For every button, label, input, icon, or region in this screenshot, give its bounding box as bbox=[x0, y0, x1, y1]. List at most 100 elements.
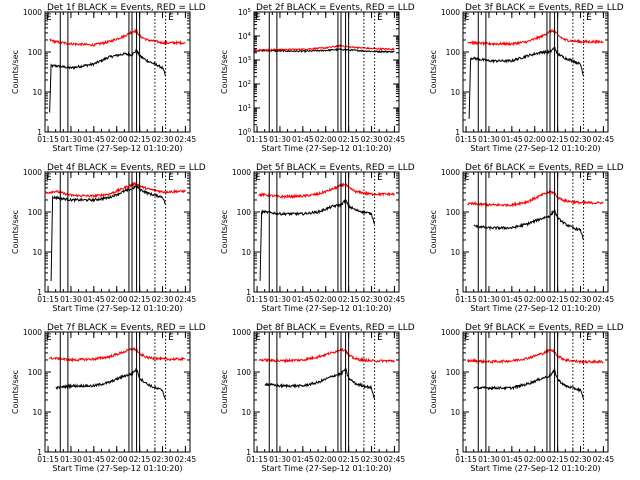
panel-det-5f: Det 5f BLACK = Events, RED = LLD 1 10 100 10… bbox=[220, 163, 415, 313]
x-axis-label: Start Time (27-Sep-12 01:10:20) bbox=[470, 464, 600, 473]
interval-marker-label: E bbox=[46, 333, 52, 343]
series-events bbox=[49, 48, 167, 113]
x-tick-label: 01:15 bbox=[37, 295, 59, 304]
panel-title: Det 2f BLACK = Events, RED = LLD bbox=[256, 3, 415, 13]
x-tick-label: 02:15 bbox=[129, 455, 151, 464]
plot-frame bbox=[253, 11, 400, 133]
x-tick-label: 02:30 bbox=[152, 135, 174, 144]
x-tick-label: 01:15 bbox=[455, 135, 477, 144]
x-tick-label: 02:15 bbox=[338, 295, 360, 304]
x-tick-label: 02:30 bbox=[570, 135, 592, 144]
y-tick-label: 1000 bbox=[441, 328, 460, 337]
y-tick-label: 10 bbox=[450, 408, 460, 417]
panel-det-3f: Det 3f BLACK = Events, RED = LLD 1 10 100 10… bbox=[429, 3, 624, 153]
x-tick-label: 02:30 bbox=[361, 455, 383, 464]
x-tick-label: 02:45 bbox=[175, 295, 197, 304]
x-tick-label: 02:15 bbox=[547, 455, 569, 464]
panel-det-9f: Det 9f BLACK = Events, RED = LLD 1 10 100 10… bbox=[429, 323, 624, 473]
interval-marker-label: E bbox=[168, 173, 174, 183]
interval-marker-label: E bbox=[255, 173, 261, 183]
x-tick-label: 02:00 bbox=[106, 455, 128, 464]
x-tick-label: 02:45 bbox=[175, 135, 197, 144]
x-tick-label: 02:00 bbox=[524, 295, 546, 304]
panel-title: Det 9f BLACK = Events, RED = LLD bbox=[465, 323, 624, 333]
x-tick-label: 02:15 bbox=[547, 135, 569, 144]
panel-det-8f: Det 8f BLACK = Events, RED = LLD 1 10 100 10… bbox=[220, 323, 415, 473]
y-axis-label: Counts/sec bbox=[11, 210, 20, 254]
y-tick-label: 100 bbox=[237, 368, 252, 377]
panel-title: Det 8f BLACK = Events, RED = LLD bbox=[256, 323, 415, 333]
y-tick-label: 10 bbox=[450, 88, 460, 97]
y-tick-label: 1 bbox=[246, 288, 251, 297]
x-tick-label: 01:30 bbox=[269, 455, 291, 464]
x-tick-label: 02:00 bbox=[524, 135, 546, 144]
x-axis-label: Start Time (27-Sep-12 01:10:20) bbox=[52, 144, 182, 153]
x-axis-label: Start Time (27-Sep-12 01:10:20) bbox=[52, 304, 182, 313]
x-tick-label: 01:15 bbox=[246, 295, 268, 304]
series-events bbox=[253, 47, 395, 54]
y-axis-label: Counts/sec bbox=[220, 50, 229, 94]
y-tick-exponent: 1 bbox=[248, 104, 252, 110]
interval-marker-label: E bbox=[377, 333, 383, 343]
x-tick-label: 02:45 bbox=[384, 295, 406, 304]
x-tick-label: 02:00 bbox=[106, 135, 128, 144]
y-tick-label: 105 bbox=[238, 8, 252, 17]
y-axis-label: Counts/sec bbox=[429, 210, 438, 254]
y-tick-label: 100 bbox=[237, 208, 252, 217]
y-tick-exponent: 3 bbox=[248, 56, 252, 62]
y-tick-exponent: 2 bbox=[248, 80, 252, 86]
plot-frame bbox=[44, 171, 191, 293]
panel-title: Det 4f BLACK = Events, RED = LLD bbox=[47, 163, 206, 173]
x-tick-label: 02:00 bbox=[315, 295, 337, 304]
panel-title: Det 6f BLACK = Events, RED = LLD bbox=[465, 163, 624, 173]
series-lld bbox=[49, 28, 186, 47]
y-tick-exponent: 0 bbox=[248, 128, 252, 134]
y-tick-label: 1 bbox=[455, 448, 460, 457]
x-tick-label: 02:30 bbox=[152, 295, 174, 304]
x-tick-label: 02:15 bbox=[129, 295, 151, 304]
series-events bbox=[50, 184, 167, 282]
x-tick-label: 01:45 bbox=[83, 135, 105, 144]
y-tick-label: 10 bbox=[32, 248, 42, 257]
y-tick-label: 1 bbox=[37, 288, 42, 297]
x-tick-label: 01:45 bbox=[501, 135, 523, 144]
y-axis-label: Counts/sec bbox=[11, 370, 20, 414]
y-tick-label: 10 bbox=[32, 408, 42, 417]
plot-frame bbox=[253, 171, 400, 293]
panel-det-1f: Det 1f BLACK = Events, RED = LLD 1 10 100 10… bbox=[11, 3, 206, 153]
interval-marker-label: E bbox=[46, 13, 52, 23]
y-tick-label: 1000 bbox=[23, 8, 42, 17]
x-tick-label: 02:30 bbox=[570, 455, 592, 464]
x-tick-label: 02:00 bbox=[315, 455, 337, 464]
y-tick-label: 10 bbox=[241, 248, 251, 257]
x-tick-label: 01:45 bbox=[501, 295, 523, 304]
interval-marker-label: E bbox=[586, 173, 592, 183]
x-tick-label: 02:00 bbox=[524, 455, 546, 464]
x-axis-label: Start Time (27-Sep-12 01:10:20) bbox=[261, 144, 391, 153]
x-tick-label: 01:30 bbox=[478, 455, 500, 464]
x-axis-label: Start Time (27-Sep-12 01:10:20) bbox=[52, 464, 182, 473]
series-lld bbox=[49, 346, 186, 363]
panel-title: Det 7f BLACK = Events, RED = LLD bbox=[47, 323, 206, 333]
x-tick-label: 02:15 bbox=[547, 295, 569, 304]
series-events bbox=[473, 368, 585, 401]
x-tick-label: 01:15 bbox=[37, 455, 59, 464]
y-axis-label: Counts/sec bbox=[429, 370, 438, 414]
y-tick-exponent: 5 bbox=[248, 8, 252, 14]
panel-title: Det 1f BLACK = Events, RED = LLD bbox=[47, 3, 206, 13]
panel-det-2f: Det 2f BLACK = Events, RED = LLD10010110… bbox=[220, 3, 415, 153]
x-tick-label: 02:15 bbox=[129, 135, 151, 144]
x-axis-label: Start Time (27-Sep-12 01:10:20) bbox=[470, 304, 600, 313]
x-tick-label: 01:15 bbox=[246, 455, 268, 464]
x-tick-label: 01:30 bbox=[478, 135, 500, 144]
series-lld bbox=[258, 348, 395, 364]
y-tick-label: 1 bbox=[455, 288, 460, 297]
panel-title: Det 3f BLACK = Events, RED = LLD bbox=[465, 3, 624, 13]
y-tick-label: 104 bbox=[238, 32, 252, 41]
y-tick-label: 1000 bbox=[441, 168, 460, 177]
plot-frame bbox=[44, 11, 191, 133]
x-tick-label: 02:45 bbox=[593, 295, 615, 304]
plot-frame bbox=[462, 331, 609, 453]
y-axis-label: Counts/sec bbox=[220, 210, 229, 254]
interval-marker-label: E bbox=[464, 333, 470, 343]
